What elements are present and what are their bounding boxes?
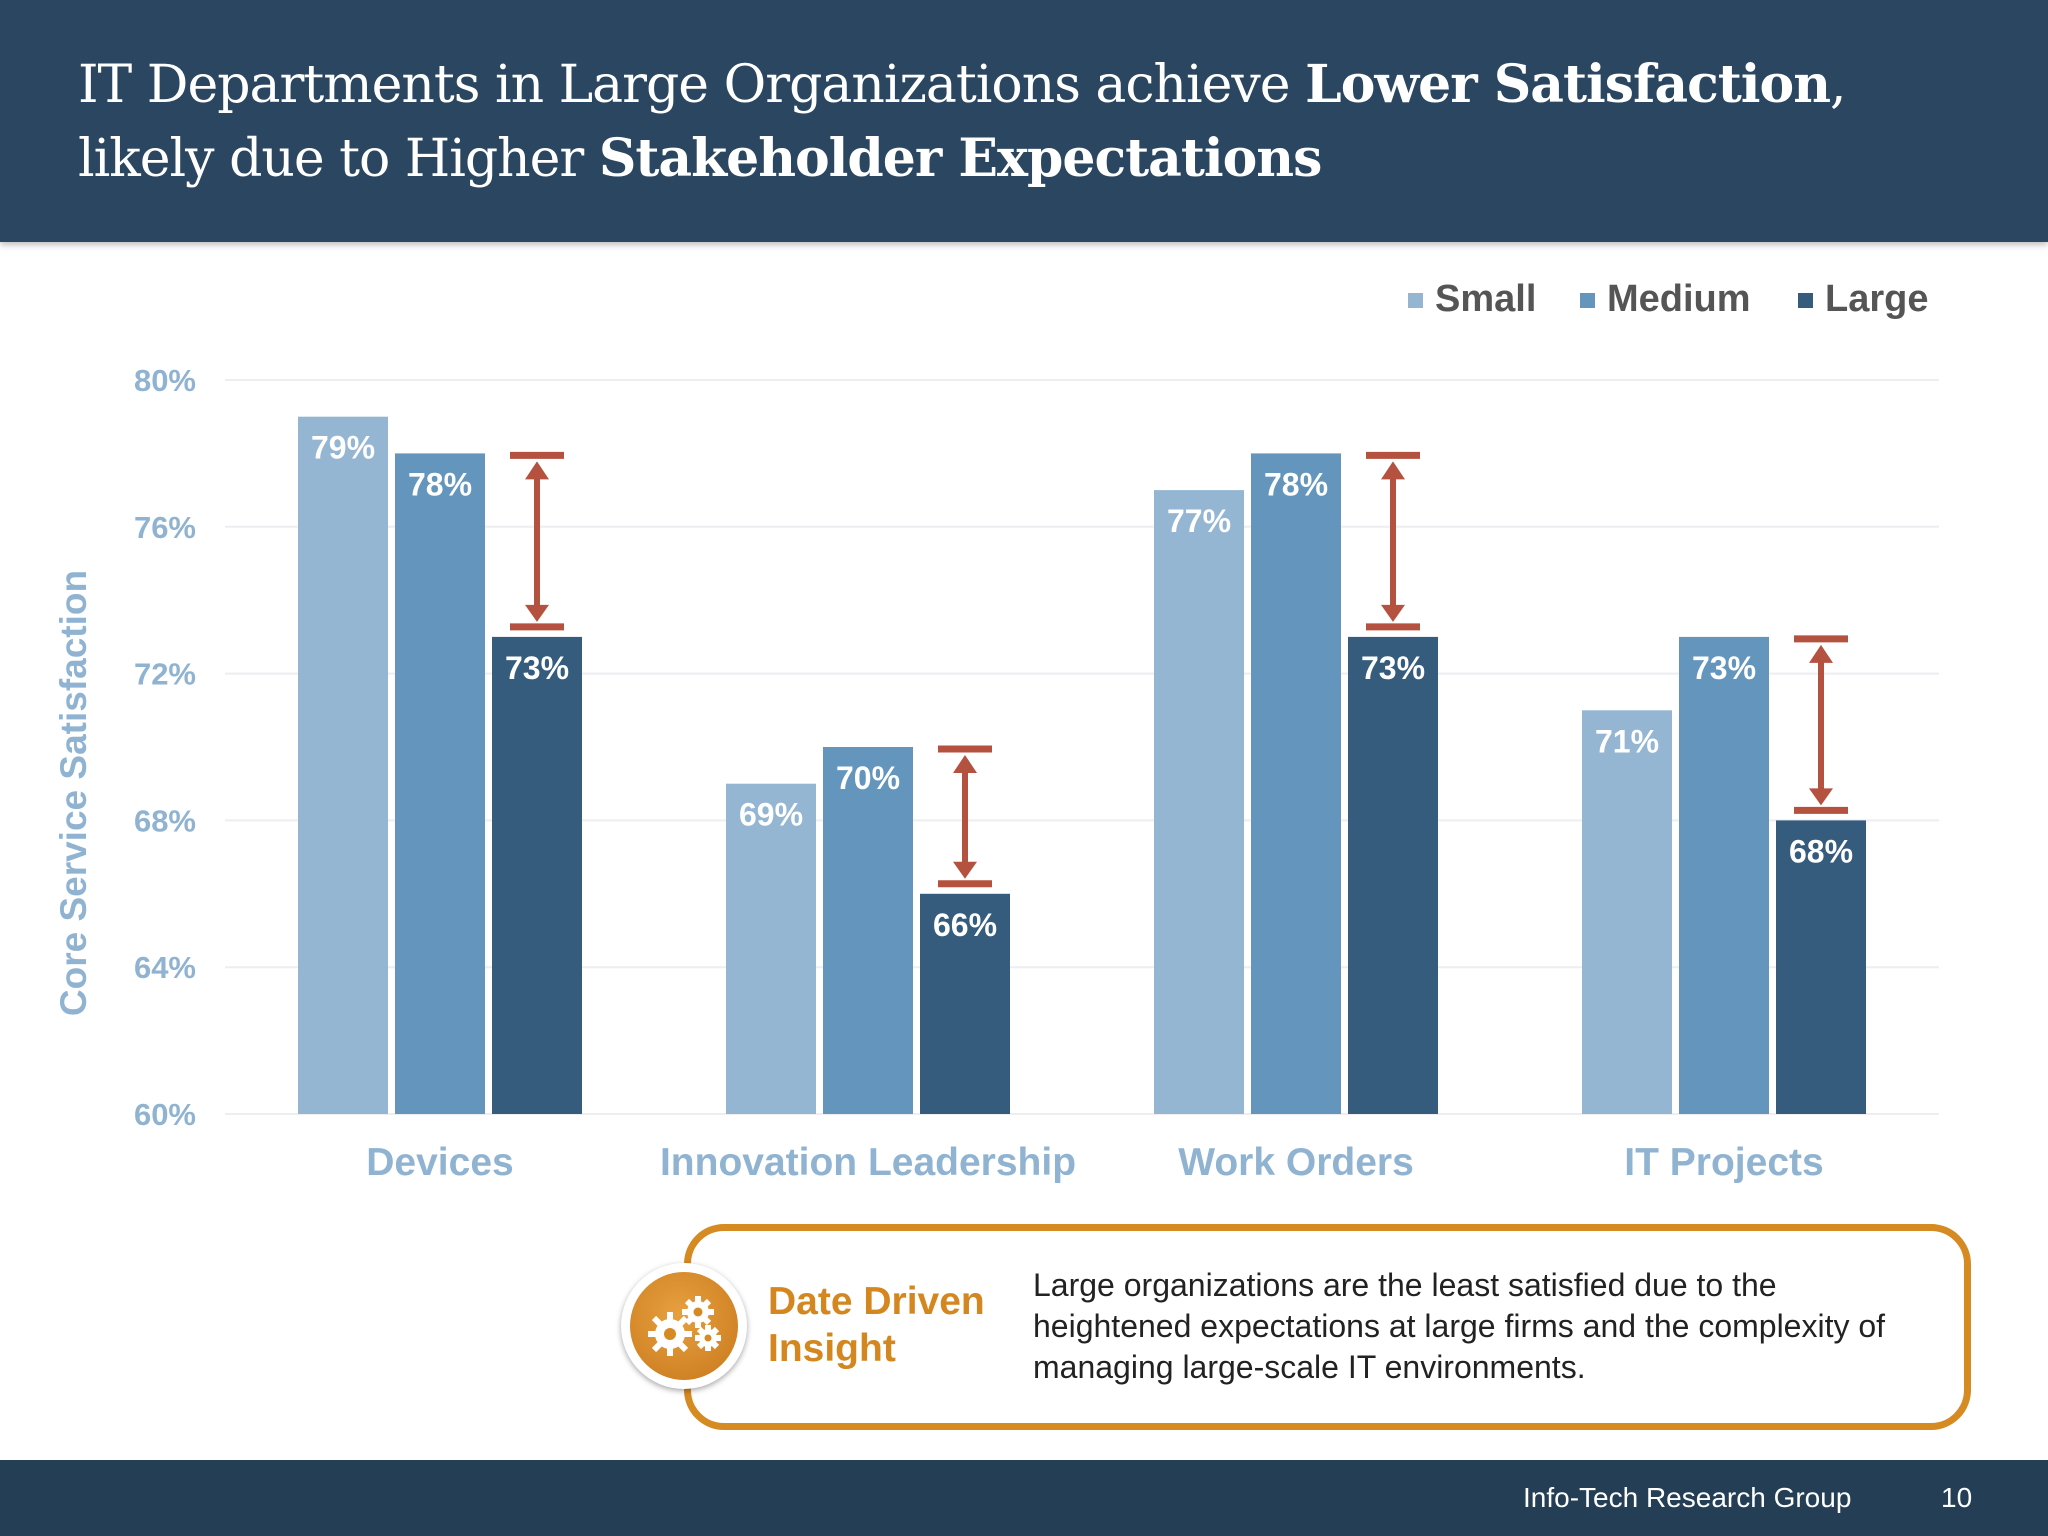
data-label: 73%	[505, 650, 569, 686]
y-axis-title: Core Service Satisfaction	[53, 570, 94, 1016]
y-tick-label: 76%	[134, 510, 196, 545]
title-text: IT Departments in Large Organizations ac…	[78, 55, 1306, 115]
bar	[726, 783, 816, 1114]
category-label: IT Projects	[1624, 1141, 1823, 1184]
legend-swatch	[1580, 293, 1595, 308]
bar	[1251, 453, 1341, 1114]
page-number: 10	[1941, 1482, 1973, 1513]
title-emphasis: Lower Satisfaction	[1305, 54, 1831, 115]
insight-heading-line: Date Driven	[768, 1280, 985, 1323]
arrow-head-down	[525, 604, 549, 622]
data-label: 68%	[1789, 833, 1853, 869]
footer: Info-Tech Research Group 10	[0, 1460, 2048, 1536]
title-text: ,	[1830, 55, 1847, 115]
arrow-head-up	[525, 461, 549, 480]
data-label: 70%	[836, 760, 900, 796]
title-text: likely due to Higher	[78, 129, 599, 189]
slide-title: IT Departments in Large Organizations ac…	[78, 48, 2028, 196]
data-label: 69%	[739, 797, 803, 833]
data-label: 73%	[1361, 650, 1425, 686]
data-label: 71%	[1595, 723, 1659, 759]
data-label: 78%	[408, 466, 472, 502]
data-label: 66%	[933, 907, 997, 943]
category-label: Work Orders	[1178, 1141, 1414, 1184]
bar	[1679, 636, 1769, 1114]
title-emphasis: Stakeholder Expectations	[598, 128, 1323, 189]
y-tick-label: 64%	[134, 950, 196, 985]
insight-heading-line: Insight	[768, 1327, 896, 1370]
category-label: Devices	[366, 1141, 513, 1184]
bar	[1582, 710, 1672, 1114]
bar-chart: 60% 64% 68% 72% 76% 80% Core Service Satisfact…	[53, 278, 1939, 1184]
y-tick-label: 68%	[134, 803, 196, 838]
arrow-head-down	[1809, 788, 1833, 806]
bar	[1348, 636, 1438, 1114]
arrow-head-down	[1381, 604, 1405, 622]
bar	[920, 893, 1010, 1114]
bar	[298, 416, 388, 1114]
bar	[492, 636, 582, 1114]
legend-label-large: Large	[1825, 278, 1928, 320]
insight-body: Large organizations are the least satisf…	[1033, 1267, 1886, 1385]
y-tick-label: 72%	[134, 657, 196, 692]
data-label: 79%	[311, 430, 375, 466]
data-label: 73%	[1692, 650, 1756, 686]
bar	[1154, 490, 1244, 1115]
bar	[1776, 820, 1866, 1114]
legend-label-small: Small	[1435, 278, 1536, 320]
data-label: 77%	[1167, 503, 1231, 539]
arrow-head-down	[953, 861, 977, 879]
y-tick-label: 60%	[134, 1097, 196, 1132]
category-label: Innovation Leadership	[660, 1141, 1076, 1184]
bar	[395, 453, 485, 1114]
insight-box	[684, 1224, 1971, 1430]
bar	[823, 747, 913, 1114]
gears-icon	[621, 1263, 747, 1389]
legend-swatch	[1408, 293, 1423, 308]
company-name: Info-Tech Research Group	[1523, 1482, 1852, 1513]
legend-swatch	[1798, 293, 1813, 308]
header-banner: IT Departments in Large Organizations ac…	[0, 0, 2048, 242]
insight-heading: Date Driven Insight	[768, 1278, 985, 1372]
y-tick-label: 80%	[134, 363, 196, 398]
legend-label-medium: Medium	[1607, 278, 1751, 320]
data-label: 78%	[1264, 466, 1328, 502]
arrow-head-up	[953, 755, 977, 773]
arrow-head-up	[1809, 644, 1833, 663]
arrow-head-up	[1381, 461, 1405, 480]
